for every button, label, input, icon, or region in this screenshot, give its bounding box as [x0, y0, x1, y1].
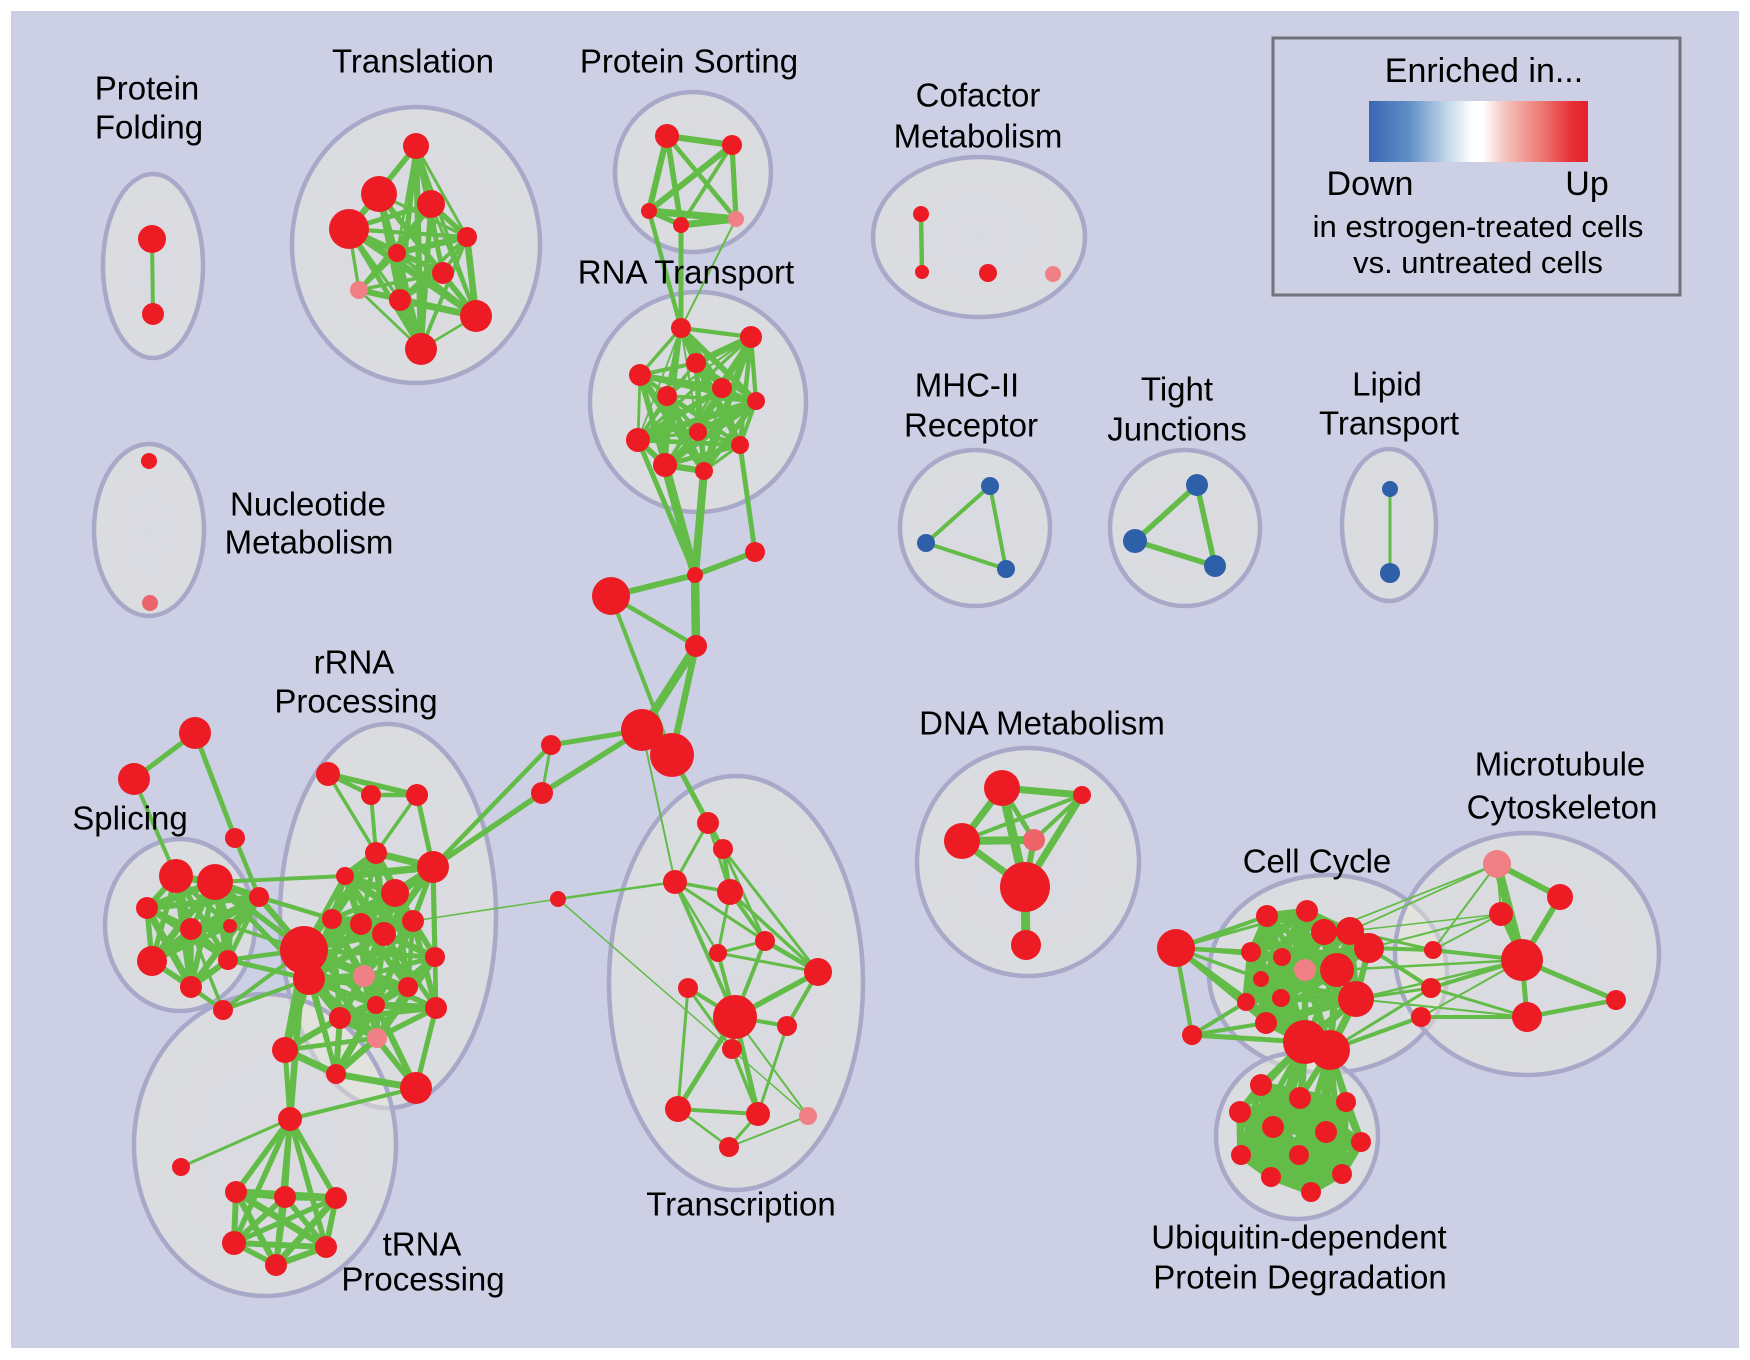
svg-text:Protein Sorting: Protein Sorting — [580, 43, 798, 80]
svg-text:tRNA: tRNA — [383, 1226, 462, 1263]
svg-text:Protein Degradation: Protein Degradation — [1153, 1259, 1447, 1296]
svg-text:Microtubule: Microtubule — [1475, 746, 1646, 783]
svg-text:Cofactor: Cofactor — [916, 77, 1041, 114]
svg-text:Ubiquitin-dependent: Ubiquitin-dependent — [1151, 1219, 1446, 1256]
svg-text:in estrogen-treated cells: in estrogen-treated cells — [1313, 209, 1644, 244]
svg-text:Down: Down — [1327, 165, 1414, 203]
svg-text:Cell Cycle: Cell Cycle — [1243, 843, 1392, 880]
svg-text:Protein: Protein — [95, 70, 200, 107]
svg-text:Translation: Translation — [332, 43, 494, 80]
svg-text:Enriched in...: Enriched in... — [1385, 52, 1583, 90]
svg-text:Junctions: Junctions — [1107, 411, 1246, 448]
svg-text:Processing: Processing — [274, 683, 437, 720]
svg-text:Receptor: Receptor — [904, 407, 1038, 444]
svg-text:Lipid: Lipid — [1352, 366, 1422, 403]
svg-text:Up: Up — [1565, 165, 1608, 203]
svg-text:rRNA: rRNA — [314, 644, 395, 681]
svg-text:Processing: Processing — [341, 1261, 504, 1298]
svg-text:Nucleotide: Nucleotide — [230, 486, 386, 523]
svg-text:RNA Transport: RNA Transport — [578, 254, 794, 291]
svg-text:vs. untreated cells: vs. untreated cells — [1353, 245, 1603, 280]
svg-text:Metabolism: Metabolism — [225, 524, 394, 561]
svg-text:Transcription: Transcription — [646, 1186, 836, 1223]
svg-text:Cytoskeleton: Cytoskeleton — [1467, 789, 1658, 826]
svg-text:Tight: Tight — [1141, 371, 1213, 408]
svg-text:Transport: Transport — [1319, 405, 1459, 442]
svg-text:Splicing: Splicing — [72, 800, 188, 837]
svg-text:DNA Metabolism: DNA Metabolism — [919, 705, 1165, 742]
svg-text:MHC-II: MHC-II — [915, 367, 1019, 404]
svg-text:Metabolism: Metabolism — [894, 118, 1063, 155]
svg-text:Folding: Folding — [95, 109, 203, 146]
